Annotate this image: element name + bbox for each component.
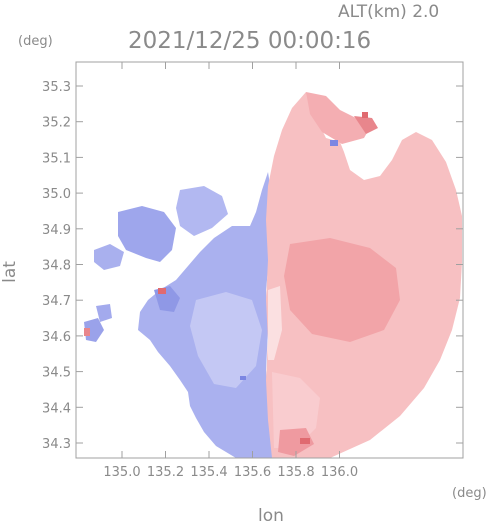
y-tick-label: 35.3 xyxy=(42,80,71,95)
receding-velocity-cell xyxy=(354,116,378,134)
x-tick-label: 135.4 xyxy=(190,465,227,480)
y-tick-label: 34.8 xyxy=(42,259,71,274)
x-tick-label: 135.0 xyxy=(103,465,140,480)
speckle xyxy=(158,288,166,294)
y-tick-label: 34.7 xyxy=(42,294,71,309)
approaching-velocity-cell xyxy=(96,304,112,322)
y-axis-ticks: 35.3 35.2 35.1 35.0 34.9 34.8 34.7 34.6 34.5 34.4… xyxy=(42,80,463,452)
radar-velocity-field xyxy=(84,92,462,458)
speckle xyxy=(362,112,368,118)
y-axis-label: lat xyxy=(0,261,20,283)
receding-velocity-cell xyxy=(272,372,320,448)
receding-velocity-cell xyxy=(306,92,372,144)
x-axis-label: lon xyxy=(258,506,284,521)
plot-frame xyxy=(75,61,464,459)
x-unit-label: (deg) xyxy=(452,486,487,501)
x-tick-label: 135.6 xyxy=(234,465,271,480)
x-tick-label: 135.2 xyxy=(147,465,184,480)
y-tick-label: 35.0 xyxy=(42,187,71,202)
timestamp: 2021/12/25 00:00:16 xyxy=(128,28,371,54)
approaching-velocity-cell xyxy=(190,292,262,388)
speckle xyxy=(330,140,338,146)
y-tick-label: 34.9 xyxy=(42,223,71,238)
receding-velocity-cell xyxy=(278,428,314,456)
x-axis-ticks: 135.0 135.2 135.4 135.6 135.8 136.0 xyxy=(103,62,358,480)
speckle xyxy=(300,438,310,444)
speckle xyxy=(240,376,246,380)
speckle xyxy=(84,328,90,336)
approaching-velocity-cell xyxy=(176,186,228,236)
y-tick-label: 34.6 xyxy=(42,330,71,345)
x-tick-label: 136.0 xyxy=(321,465,358,480)
y-tick-label: 35.1 xyxy=(42,151,71,166)
y-tick-label: 34.3 xyxy=(42,437,71,452)
approaching-velocity-cell xyxy=(94,244,124,270)
receding-velocity-cell xyxy=(268,286,282,360)
x-tick-label: 135.8 xyxy=(277,465,314,480)
y-tick-label: 34.5 xyxy=(42,366,71,381)
y-tick-label: 35.2 xyxy=(42,116,71,131)
y-unit-label: (deg) xyxy=(18,34,53,49)
altitude-label: ALT(km) 2.0 xyxy=(338,2,439,22)
approaching-velocity-cell xyxy=(118,206,176,262)
receding-velocity-cell xyxy=(284,238,400,342)
y-tick-label: 34.4 xyxy=(42,401,71,416)
